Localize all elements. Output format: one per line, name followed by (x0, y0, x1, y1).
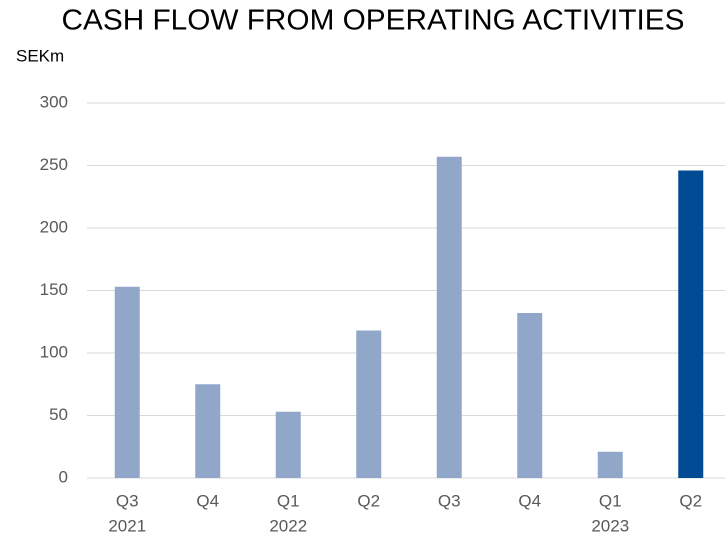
x-tick-label: Q1 (277, 491, 300, 510)
chart-title: CASH FLOW FROM OPERATING ACTIVITIES (62, 5, 685, 37)
x-year-label: 2022 (269, 516, 307, 535)
y-tick-label: 100 (40, 342, 68, 361)
x-tick-label: Q4 (518, 491, 541, 510)
bar (114, 286, 140, 478)
x-tick-label: Q1 (599, 491, 622, 510)
y-tick-label: 300 (40, 92, 68, 111)
bar (436, 156, 462, 478)
x-tick-label: Q3 (116, 491, 139, 510)
x-year-label: 2021 (108, 516, 146, 535)
y-axis-label: SEKm (16, 46, 64, 65)
bar (678, 170, 704, 478)
y-tick-label: 250 (40, 155, 68, 174)
x-tick-label: Q4 (196, 491, 219, 510)
bar (195, 384, 221, 478)
bar (597, 451, 623, 478)
bar (275, 411, 301, 478)
bar (517, 313, 543, 478)
y-tick-label: 200 (40, 217, 68, 236)
y-tick-label: 150 (40, 280, 68, 299)
y-tick-label: 50 (49, 405, 68, 424)
x-tick-label: Q3 (438, 491, 461, 510)
x-year-label: 2023 (591, 516, 629, 535)
bar (356, 330, 382, 478)
y-tick-label: 0 (59, 467, 68, 486)
x-tick-label: Q2 (679, 491, 702, 510)
x-tick-label: Q2 (357, 491, 380, 510)
